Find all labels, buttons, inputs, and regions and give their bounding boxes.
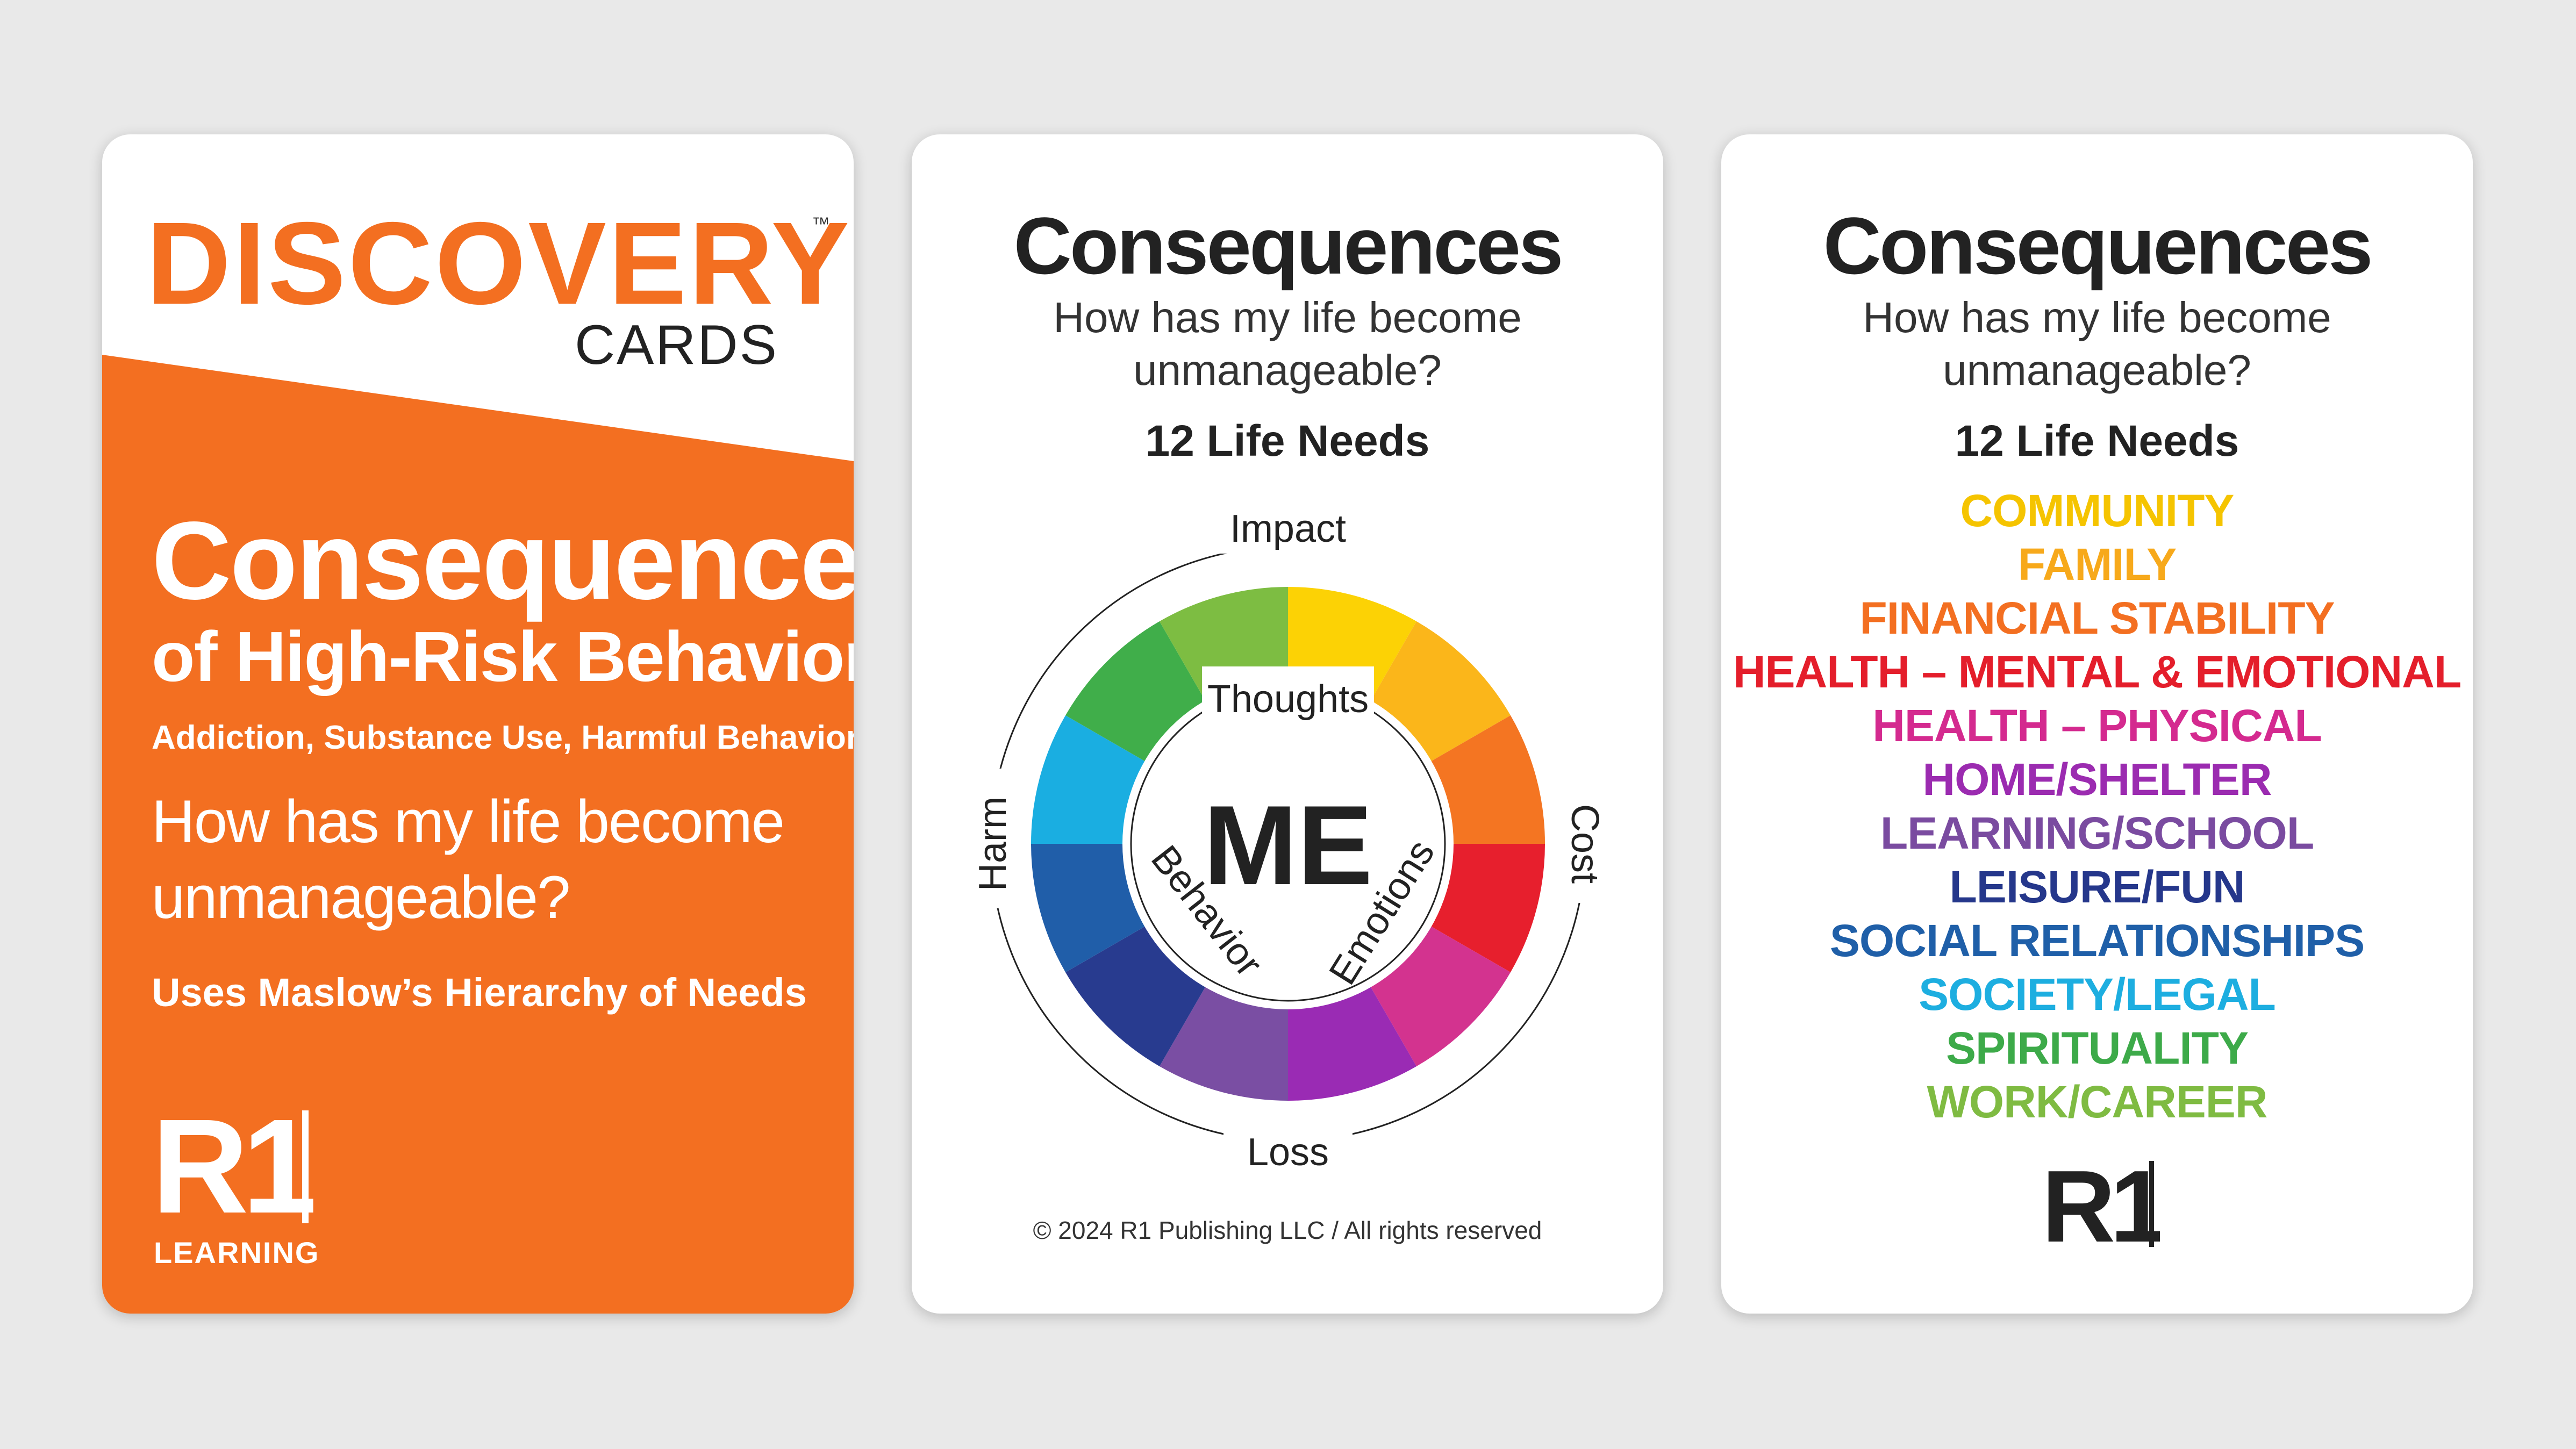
r1-logo: R1 xyxy=(2042,1156,2160,1252)
cover-maslow-note: Uses Maslow’s Hierarchy of Needs xyxy=(152,970,807,1015)
label-loss: Loss xyxy=(1247,1131,1329,1174)
r1-logo-text: R1 xyxy=(152,1105,314,1234)
card-question: How has my life become unmanageable? xyxy=(1863,293,2331,394)
brand-title: DISCOVERY xyxy=(146,198,851,329)
label-thoughts: Thoughts xyxy=(1207,678,1369,721)
need-item: FINANCIAL STABILITY xyxy=(1859,593,2335,643)
needs-heading: 12 Life Needs xyxy=(1955,417,2239,465)
cover-subtitle: of High-Risk Behavior xyxy=(152,617,854,696)
need-item: SOCIETY/LEGAL xyxy=(1919,969,2276,1020)
need-item: HOME/SHELTER xyxy=(1922,754,2272,805)
r1-logo-text: R1 xyxy=(2042,1156,2160,1252)
need-item: SPIRITUALITY xyxy=(1945,1023,2249,1073)
cover-topics: Addiction, Substance Use, Harmful Behavi… xyxy=(152,719,854,756)
need-item: FAMILY xyxy=(2017,539,2177,590)
life-needs-list: COMMUNITY FAMILY FINANCIAL STABILITY HEA… xyxy=(1721,484,2473,1129)
wheel-card: Consequences How has my life become unma… xyxy=(912,134,1663,1314)
label-impact: Impact xyxy=(1230,507,1346,550)
cover-title: Consequences xyxy=(152,499,854,622)
life-needs-wheel: Impact Loss Harm Cost Thoughts Behavior … xyxy=(971,507,1606,1174)
r1-logo: R1 xyxy=(152,1105,320,1234)
label-cost: Cost xyxy=(1563,804,1606,884)
card-question: How has my life become unmanageable? xyxy=(1053,293,1522,394)
brand-subtitle: CARDS xyxy=(574,314,778,376)
need-item: HEALTH – PHYSICAL xyxy=(1872,700,2322,751)
center-me: ME xyxy=(1204,782,1373,908)
copyright-text: © 2024 R1 Publishing LLC / All rights re… xyxy=(1033,1216,1542,1244)
needs-list-card: Consequences How has my life become unma… xyxy=(1721,134,2473,1314)
needs-heading: 12 Life Needs xyxy=(1145,417,1430,465)
logo-learning-text: LEARNING xyxy=(154,1236,320,1269)
need-item: LEARNING/SCHOOL xyxy=(1880,808,2314,858)
need-item: SOCIAL RELATIONSHIPS xyxy=(1829,915,2365,966)
orange-band xyxy=(102,355,854,1314)
trademark-mark: ™ xyxy=(812,214,830,234)
need-item: WORK/CAREER xyxy=(1927,1077,2268,1127)
need-item: COMMUNITY xyxy=(1960,485,2235,536)
cover-question: How has my life become unmanageable? xyxy=(152,788,785,931)
card-title: Consequences xyxy=(1823,200,2373,291)
label-harm: Harm xyxy=(971,797,1014,891)
card-title: Consequences xyxy=(1013,200,1564,291)
need-item: HEALTH – MENTAL & EMOTIONAL xyxy=(1733,647,2461,697)
need-item: LEISURE/FUN xyxy=(1949,862,2245,912)
cover-card: DISCOVERY ™ CARDS Consequences of High-R… xyxy=(102,134,854,1314)
